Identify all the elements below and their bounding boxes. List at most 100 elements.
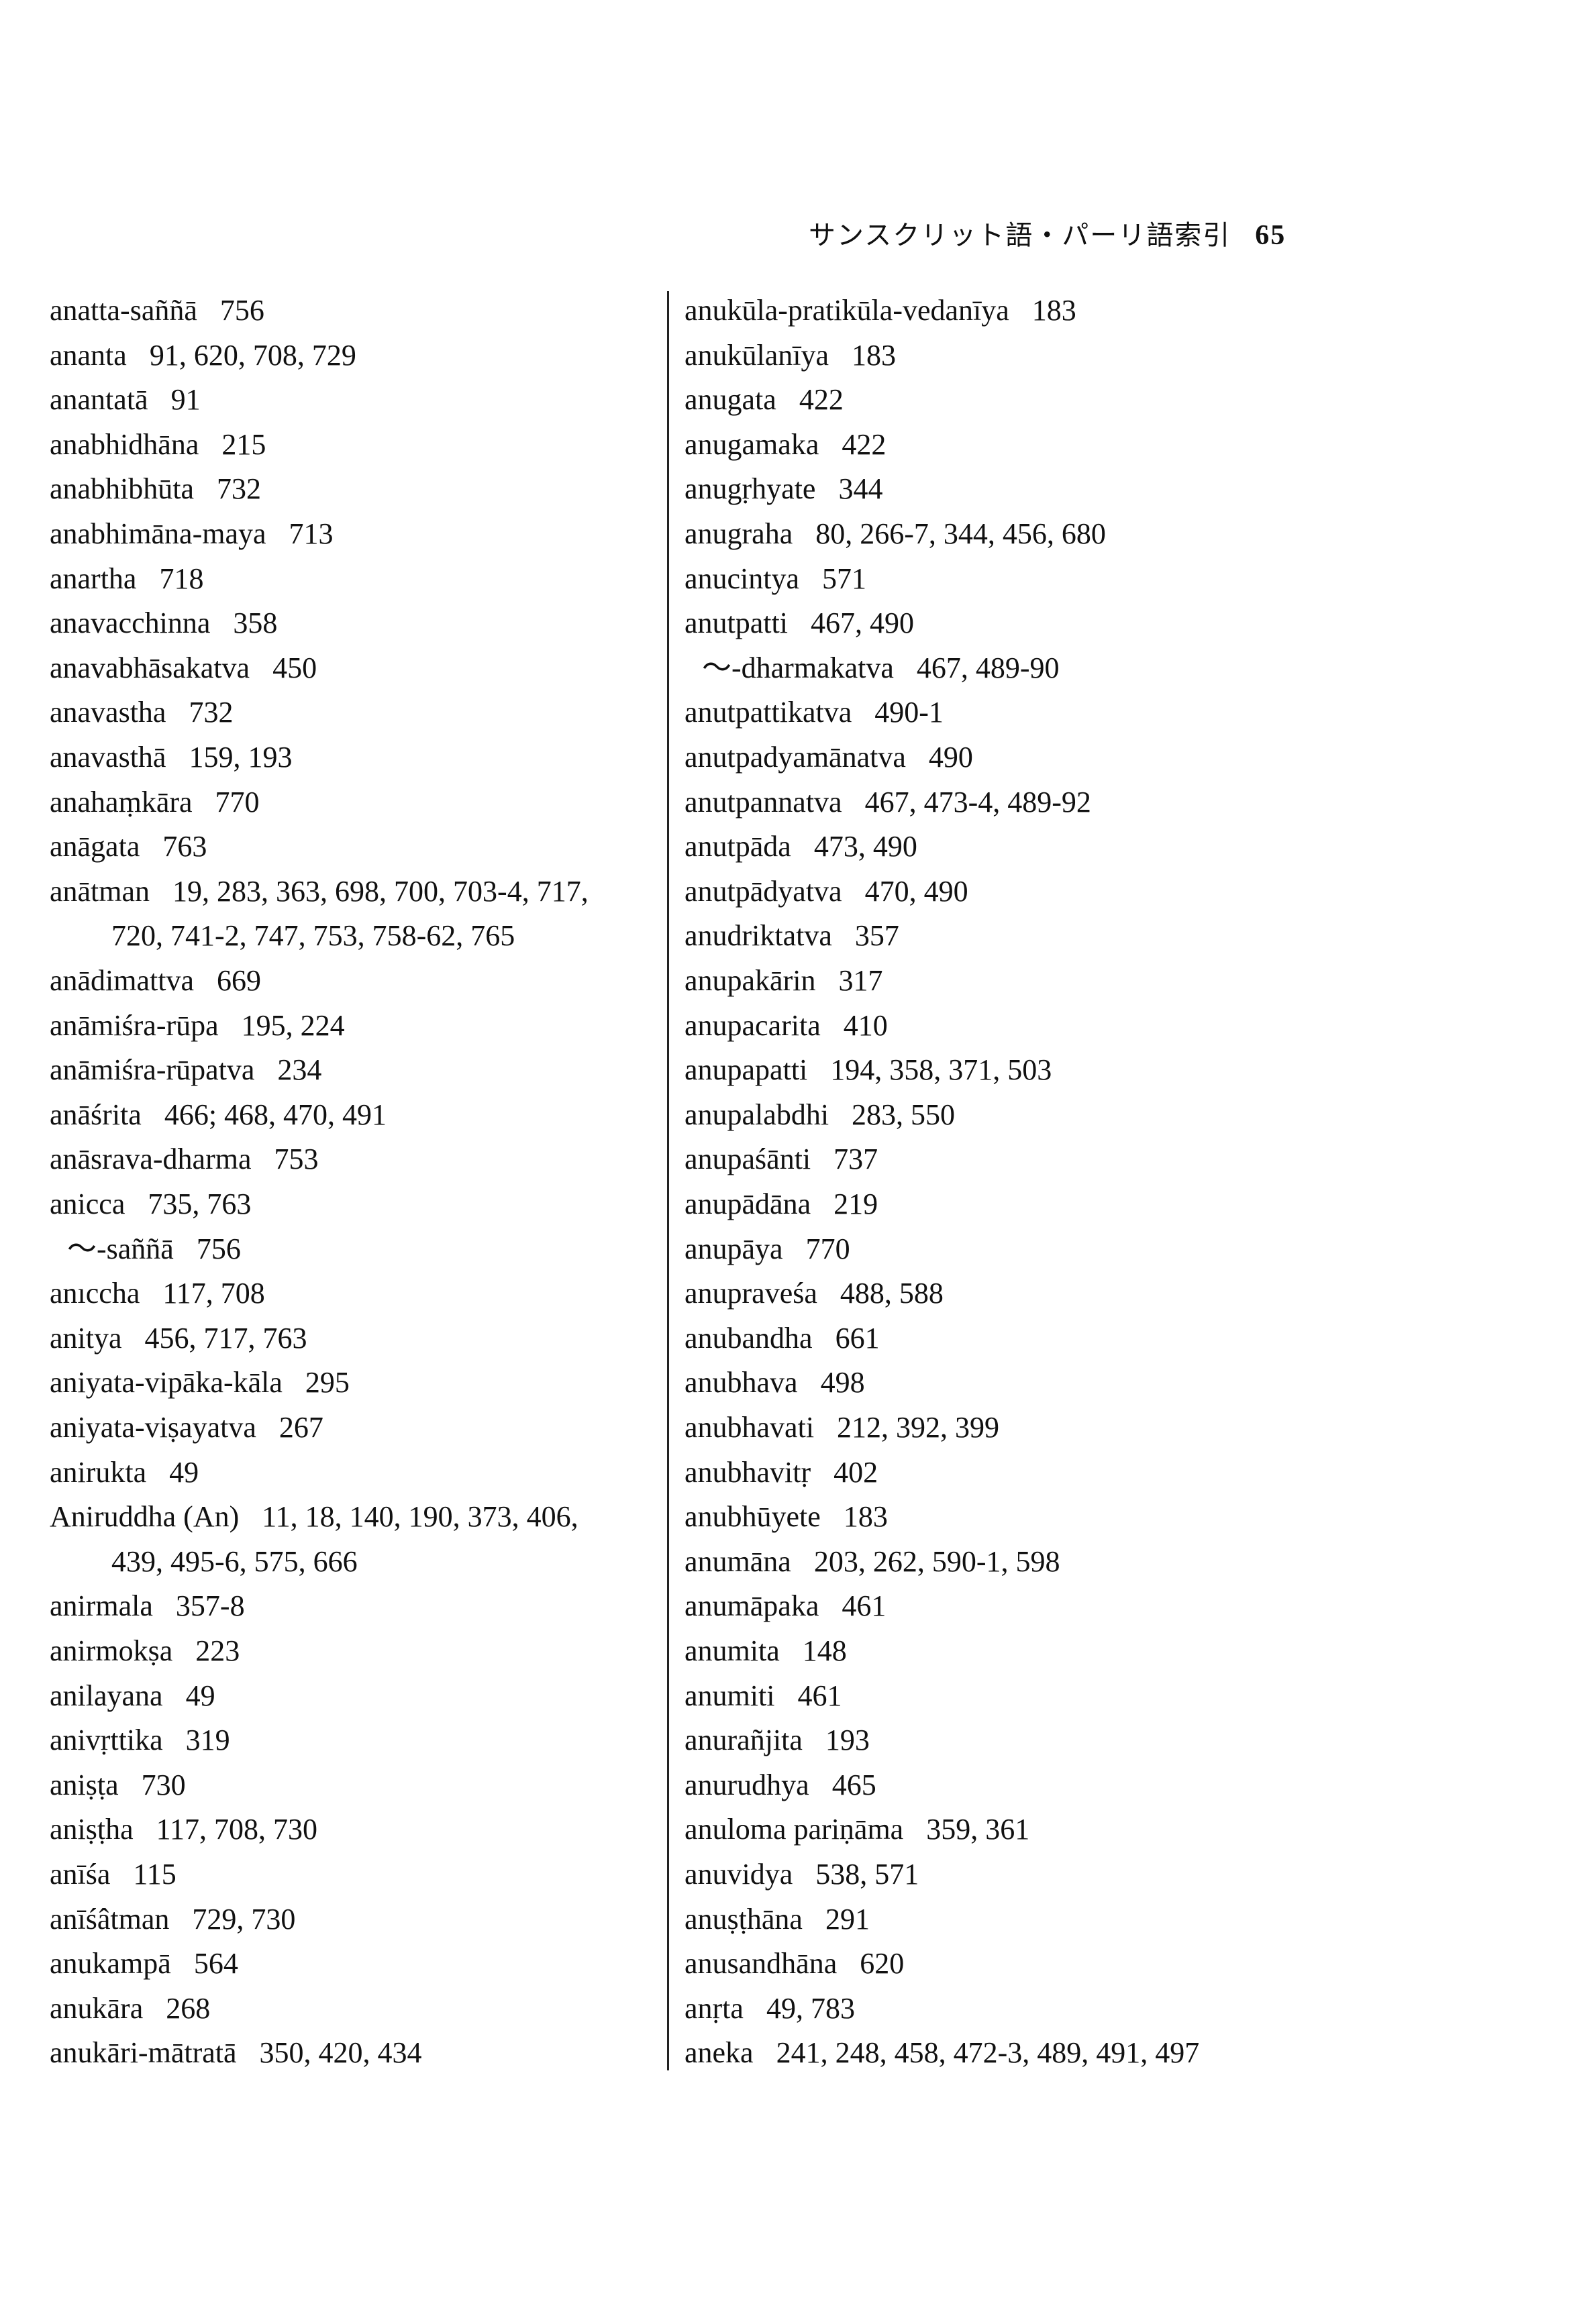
index-entry: anutpatti 467, 490 (685, 606, 914, 640)
index-entry: anubhavati 212, 392, 399 (685, 1411, 999, 1444)
index-entry: anādimattva 669 (50, 964, 261, 998)
entry-term: anavacchinna (50, 606, 211, 640)
entry-pages: 422 (842, 427, 887, 461)
column-divider (667, 291, 669, 2070)
entry-pages: 467, 489-90 (916, 651, 1060, 684)
entry-pages: 729, 730 (192, 1902, 296, 1936)
entry-term: anādimattva (50, 964, 195, 997)
entry-term: anāmiśra-rūpa (50, 1008, 219, 1042)
entry-pages: 661 (835, 1321, 880, 1355)
entry-pages: 461 (842, 1589, 887, 1623)
index-entry: anupacarita 410 (685, 1009, 888, 1043)
entry-term: anugṛhyate (685, 472, 816, 506)
index-entry: anutpāda 473, 490 (685, 830, 917, 863)
index-entry: anatta-saññā 756 (50, 294, 264, 327)
entry-pages: 91, 620, 708, 729 (149, 338, 356, 372)
index-entry: anıccha 117, 708 (50, 1277, 265, 1310)
entry-pages: 117, 708, 730 (156, 1813, 318, 1846)
entry-pages: 267 (279, 1411, 323, 1444)
entry-term: anuloma pariṇāma (685, 1813, 904, 1846)
entry-pages: 490-1 (874, 696, 944, 729)
entry-pages: 450 (272, 651, 317, 684)
index-entry: aniṣṭha 117, 708, 730 (50, 1813, 317, 1846)
index-entry: anicca 735, 763 (50, 1187, 251, 1221)
index-entry: anubandha 661 (685, 1322, 880, 1355)
entry-pages: 91 (170, 383, 201, 417)
index-entry: anavacchinna 358 (50, 606, 277, 640)
entry-pages: 465 (831, 1768, 876, 1801)
entry-term: anusandhāna (685, 1947, 838, 1980)
entry-term: anugraha (685, 517, 793, 550)
entry-term: anavasthā (50, 741, 166, 774)
index-entry: anukampā 564 (50, 1947, 238, 1980)
entry-pages: 291 (825, 1902, 870, 1936)
index-entry: anāmiśra-rūpa 195, 224 (50, 1009, 345, 1043)
index-entry: anutpattikatva 490-1 (685, 696, 944, 729)
entry-pages: 19, 283, 363, 698, 700, 703-4, 717, (172, 874, 589, 908)
entry-pages: 115 (133, 1858, 176, 1891)
entry-pages: 735, 763 (148, 1187, 252, 1220)
entry-pages: 317 (838, 964, 883, 997)
entry-pages: 358 (233, 606, 278, 640)
index-entry: anartha 718 (50, 562, 203, 596)
index-entry: anupraveśa 488, 588 (685, 1277, 944, 1310)
entry-pages: 357-8 (175, 1589, 245, 1623)
index-entry: anugata 422 (685, 383, 844, 417)
index-entry: anupaśānti 737 (685, 1143, 878, 1176)
index-entry: anusandhāna 620 (685, 1947, 904, 1980)
entry-term: anuvidya (685, 1858, 793, 1891)
entry-pages: 183 (852, 338, 897, 372)
entry-pages: 490 (928, 741, 973, 774)
entry-term: anuṣṭhāna (685, 1902, 803, 1936)
entry-term: ～-dharmakatva (702, 651, 894, 684)
entry-term: aniyata-vipāka-kāla (50, 1366, 283, 1399)
index-entry: aniyata-viṣayatva 267 (50, 1411, 323, 1444)
index-entry: anitya 456, 717, 763 (50, 1322, 307, 1355)
entry-term: anupādāna (685, 1187, 811, 1220)
index-entry: anutpannatva 467, 473-4, 489-92 (685, 786, 1091, 819)
index-entry: anupalabdhi 283, 550 (685, 1098, 955, 1132)
index-entry: anutpādyatva 470, 490 (685, 875, 968, 908)
entry-pages: 730 (141, 1768, 186, 1801)
entry-pages: 770 (805, 1232, 850, 1265)
entry-term: anitya (50, 1321, 122, 1355)
index-subentry: ～-saññā 756 (67, 1232, 241, 1266)
entry-pages: 538, 571 (815, 1858, 919, 1891)
entry-pages: 732 (217, 472, 262, 506)
entry-pages: 183 (843, 1500, 888, 1534)
index-entry: anabhimāna-maya 713 (50, 517, 334, 551)
entry-pages: 268 (166, 1991, 211, 2025)
entry-pages: 241, 248, 458, 472-3, 489, 491, 497 (776, 2036, 1200, 2070)
index-subentry: ～-dharmakatva 467, 489-90 (702, 651, 1060, 685)
entry-term: anavabhāsakatva (50, 651, 250, 684)
entry-term: anāgata (50, 830, 140, 863)
index-entry: anukūlanīya 183 (685, 339, 896, 372)
entry-term: anivṛttika (50, 1724, 163, 1757)
index-entry: anupādāna 219 (685, 1187, 878, 1221)
entry-pages: 219 (833, 1187, 878, 1220)
index-entry: anirukta 49 (50, 1456, 199, 1489)
index-entry: anukāra 268 (50, 1992, 210, 2025)
entry-pages: 295 (305, 1366, 350, 1399)
index-entry: anirmokṣa 223 (50, 1634, 240, 1668)
entry-pages: 732 (189, 696, 234, 729)
entry-pages: 195, 224 (241, 1008, 345, 1042)
entry-pages: 344 (838, 472, 883, 506)
entry-term: aniṣṭa (50, 1768, 119, 1801)
entry-pages: 49 (185, 1679, 215, 1712)
entry-term: anugamaka (685, 427, 819, 461)
index-entry-continuation: 439, 495-6, 575, 666 (111, 1545, 358, 1579)
entry-term: anutpadyamānatva (685, 741, 906, 774)
index-entry: anuloma pariṇāma 359, 361 (685, 1813, 1029, 1846)
index-entry: anātman 19, 283, 363, 698, 700, 703-4, 71… (50, 875, 589, 908)
index-entry: anudriktatva 357 (685, 919, 899, 953)
entry-pages: 234 (277, 1053, 322, 1087)
entry-term: anukampā (50, 1947, 171, 1980)
index-entry: anukāri-mātratā 350, 420, 434 (50, 2036, 422, 2070)
entry-pages: 148 (802, 1634, 847, 1667)
entry-term: anabhidhāna (50, 427, 199, 461)
entry-term: anubhava (685, 1366, 798, 1399)
entry-term: anicca (50, 1187, 125, 1220)
entry-term: anumāpaka (685, 1589, 819, 1623)
entry-term: anubhavitṛ (685, 1455, 811, 1489)
